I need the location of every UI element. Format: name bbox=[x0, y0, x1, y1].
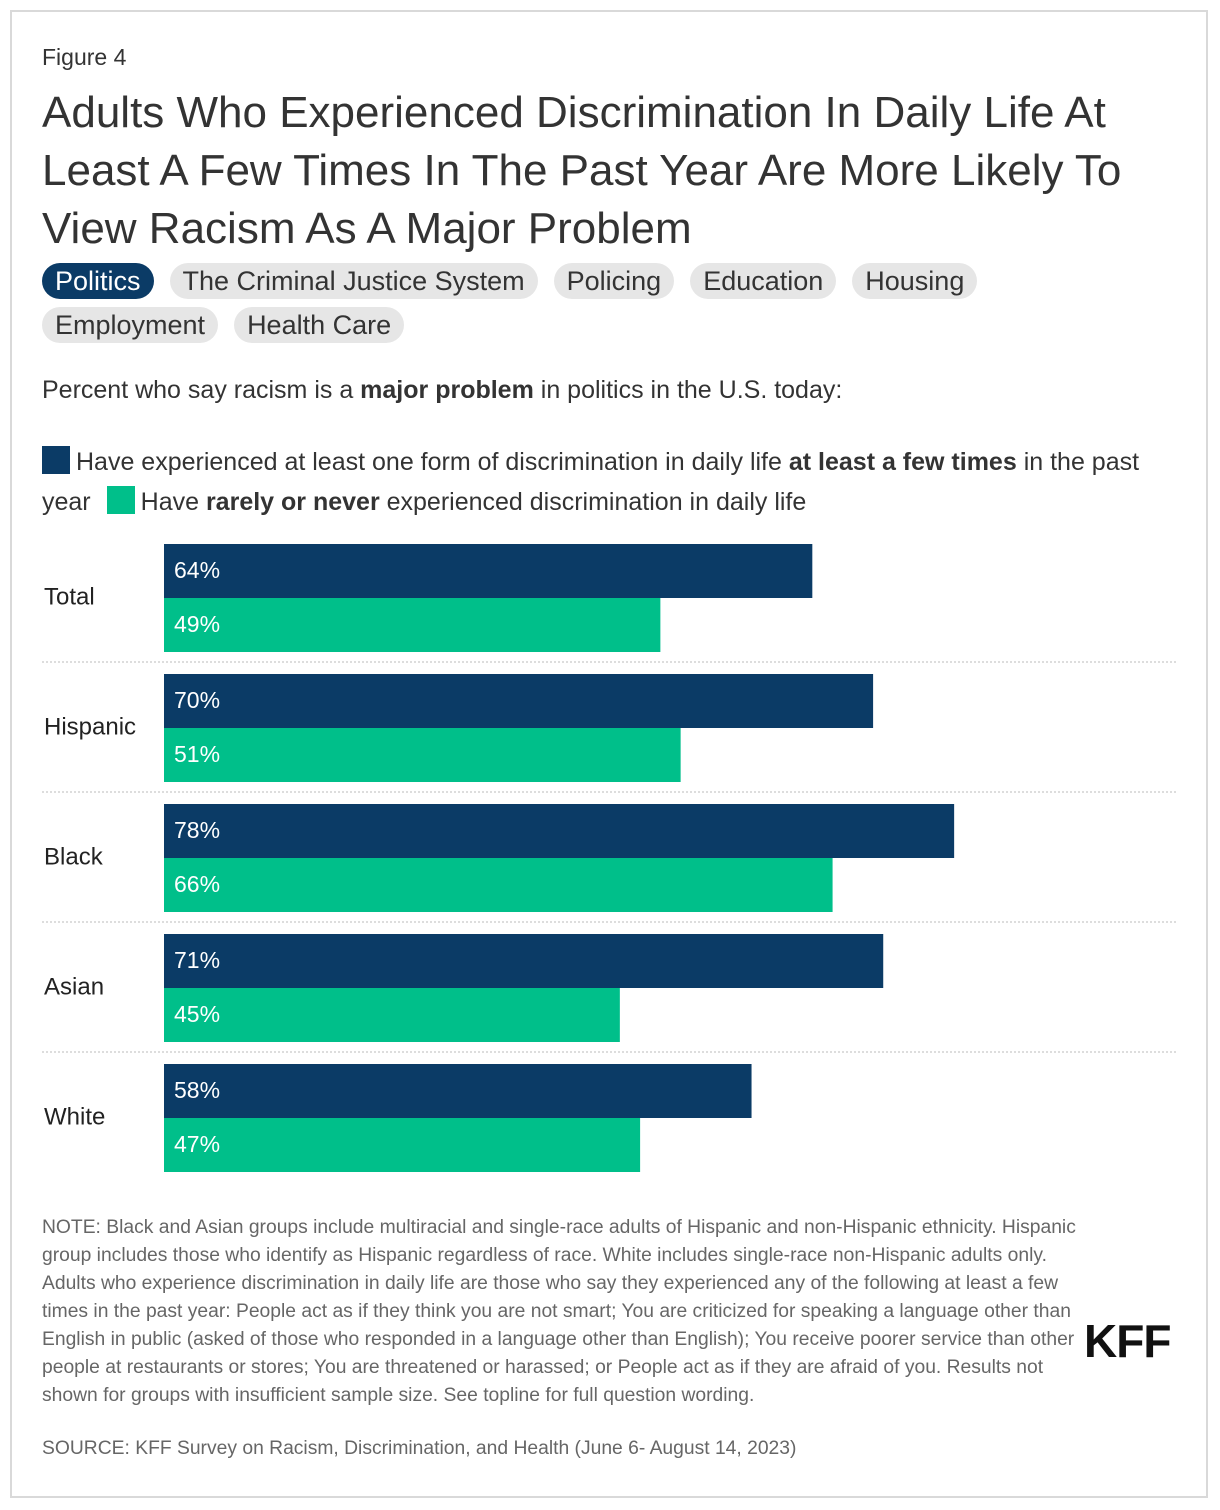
legend-swatch bbox=[42, 446, 70, 474]
tab[interactable]: The Criminal Justice System bbox=[169, 263, 538, 299]
bar bbox=[164, 674, 874, 728]
category-label: White bbox=[44, 1103, 105, 1130]
bar bbox=[164, 544, 813, 598]
legend-label: Have rarely or never experienced discrim… bbox=[140, 488, 807, 516]
bar bbox=[164, 1118, 641, 1172]
value-label: 45% bbox=[174, 1001, 220, 1027]
category-label: Black bbox=[44, 843, 104, 870]
value-label: 71% bbox=[174, 947, 220, 973]
tab[interactable]: Health Care bbox=[234, 307, 405, 343]
bar bbox=[164, 1064, 752, 1118]
tab[interactable]: Policing bbox=[553, 263, 675, 299]
category-label: Total bbox=[44, 583, 95, 610]
category-label: Hispanic bbox=[44, 713, 136, 740]
title: Adults Who Experienced Discrimination In… bbox=[42, 88, 1122, 253]
bar bbox=[164, 858, 833, 912]
legend: Have experienced at least one form of di… bbox=[42, 442, 1182, 522]
value-label: 58% bbox=[174, 1077, 220, 1103]
value-label: 49% bbox=[174, 611, 220, 637]
legend-item: Have experienced at least one form of di… bbox=[42, 446, 1140, 516]
tab[interactable]: Education bbox=[690, 263, 837, 299]
subtitle: Percent who say racism is a major proble… bbox=[42, 376, 843, 404]
chart: Total 64% 49% Hispanic 70% 51% Black 78% 66% Asia… bbox=[42, 544, 1176, 1172]
notes: NOTE: Black and Asian groups include mul… bbox=[42, 1217, 1076, 1406]
legend-item: Have rarely or never experienced discrim… bbox=[106, 486, 807, 516]
bar bbox=[164, 934, 884, 988]
tab[interactable]: Housing bbox=[852, 263, 978, 299]
bar bbox=[164, 598, 661, 652]
value-label: 70% bbox=[174, 687, 220, 713]
bar bbox=[164, 988, 620, 1042]
value-label: 64% bbox=[174, 557, 220, 583]
logo: KFF bbox=[1084, 1315, 1171, 1367]
tab[interactable]: Employment bbox=[42, 307, 219, 343]
value-label: 47% bbox=[174, 1131, 220, 1157]
figure-label: Figure 4 bbox=[42, 44, 127, 70]
value-label: 51% bbox=[174, 741, 220, 767]
bar bbox=[164, 804, 955, 858]
value-label: 66% bbox=[174, 871, 220, 897]
bar bbox=[164, 728, 681, 782]
category-label: Asian bbox=[44, 973, 104, 1000]
source: SOURCE: KFF Survey on Racism, Discrimina… bbox=[42, 1438, 797, 1459]
frame bbox=[10, 10, 1208, 1498]
tab-bar: Politics The Criminal Justice System Polic… bbox=[42, 263, 1102, 343]
legend-swatch bbox=[106, 486, 135, 514]
legend-label: Have experienced at least one form of di… bbox=[42, 448, 1140, 516]
tab[interactable]: Politics bbox=[42, 263, 154, 299]
value-label: 78% bbox=[174, 817, 220, 843]
